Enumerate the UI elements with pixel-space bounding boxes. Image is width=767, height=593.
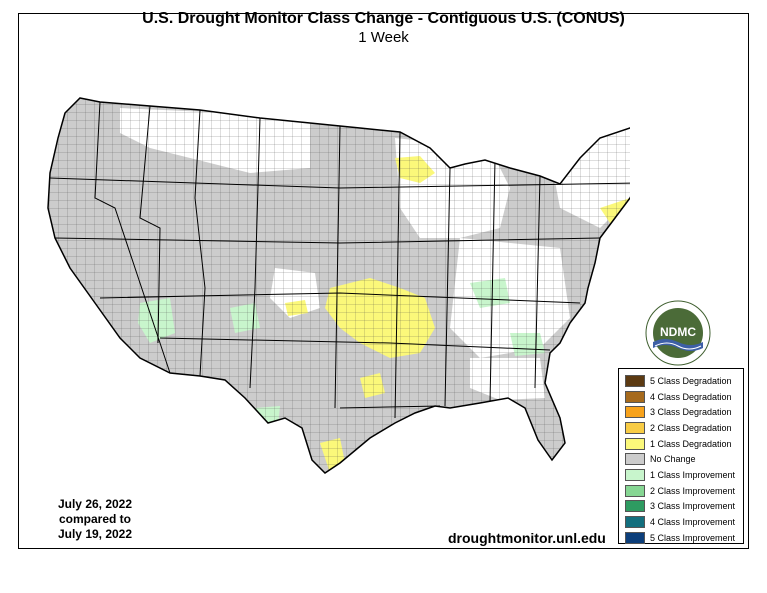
website-link[interactable]: droughtmonitor.unl.edu: [448, 530, 606, 546]
legend-item-5-degradation: 5 Class Degradation: [625, 373, 743, 389]
legend-item-no-change: No Change: [625, 451, 743, 467]
current-date: July 26, 2022: [57, 497, 133, 511]
legend-swatch: [625, 406, 645, 419]
legend-swatch: [625, 500, 645, 513]
legend-swatch: [625, 516, 645, 529]
legend-swatch: [625, 390, 645, 403]
legend-item-2-improvement: 2 Class Improvement: [625, 483, 743, 499]
legend-swatch: [625, 453, 645, 466]
compared-to-label: compared to: [58, 512, 131, 526]
legend-swatch: [625, 374, 645, 387]
legend-swatch: [625, 484, 645, 497]
legend-swatch: [625, 437, 645, 450]
legend-item-5-improvement: 5 Class Improvement: [625, 530, 743, 546]
legend-item-1-degradation: 1 Class Degradation: [625, 436, 743, 452]
legend-item-1-improvement: 1 Class Improvement: [625, 467, 743, 483]
legend-item-4-improvement: 4 Class Improvement: [625, 514, 743, 530]
previous-date: July 19, 2022: [57, 527, 133, 541]
legend-item-3-degradation: 3 Class Degradation: [625, 404, 743, 420]
legend-item-2-degradation: 2 Class Degradation: [625, 420, 743, 436]
ndmc-logo: NDMC: [645, 300, 711, 366]
change-regions: [48, 98, 630, 473]
legend-swatch: [625, 531, 645, 544]
date-comparison: July 26, 2022 compared to July 19, 2022: [40, 497, 150, 542]
legend-swatch: [625, 421, 645, 434]
legend-swatch: [625, 468, 645, 481]
legend: 5 Class Degradation 4 Class Degradation …: [618, 368, 744, 544]
map-subtitle: 1 Week: [358, 29, 409, 46]
legend-item-4-degradation: 4 Class Degradation: [625, 389, 743, 405]
legend-item-3-improvement: 3 Class Improvement: [625, 499, 743, 515]
state-boundaries: [49, 101, 630, 419]
ndmc-logo-text: NDMC: [660, 325, 696, 339]
conus-map: [47, 97, 630, 474]
map-title: U.S. Drought Monitor Class Change - Cont…: [142, 10, 625, 27]
